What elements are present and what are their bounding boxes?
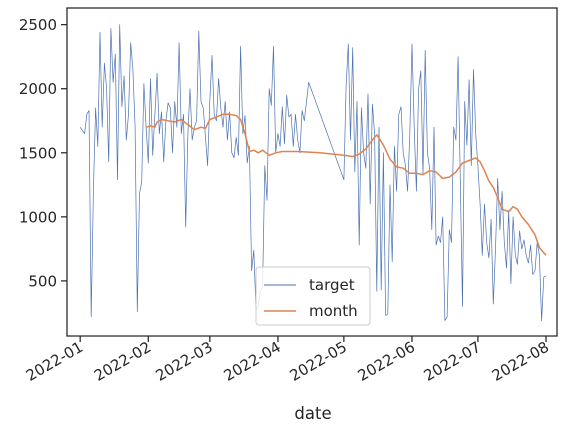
axes-layer — [66, 7, 558, 337]
x-axis-label: date — [294, 404, 331, 423]
legend-label-month: month — [309, 302, 358, 320]
y-tick-label: 500 — [28, 272, 57, 290]
y-tick-label: 2000 — [19, 80, 57, 98]
y-tick-label: 1000 — [19, 208, 57, 226]
plot-frame — [66, 7, 558, 337]
legend-label-target: target — [309, 276, 355, 294]
legend: target month — [255, 266, 371, 326]
series-line-target — [79, 24, 547, 321]
series-line-month — [145, 113, 547, 256]
y-tick-label: 1500 — [19, 144, 57, 162]
y-tick-label: 2500 — [19, 16, 57, 34]
series-layer — [79, 24, 547, 321]
